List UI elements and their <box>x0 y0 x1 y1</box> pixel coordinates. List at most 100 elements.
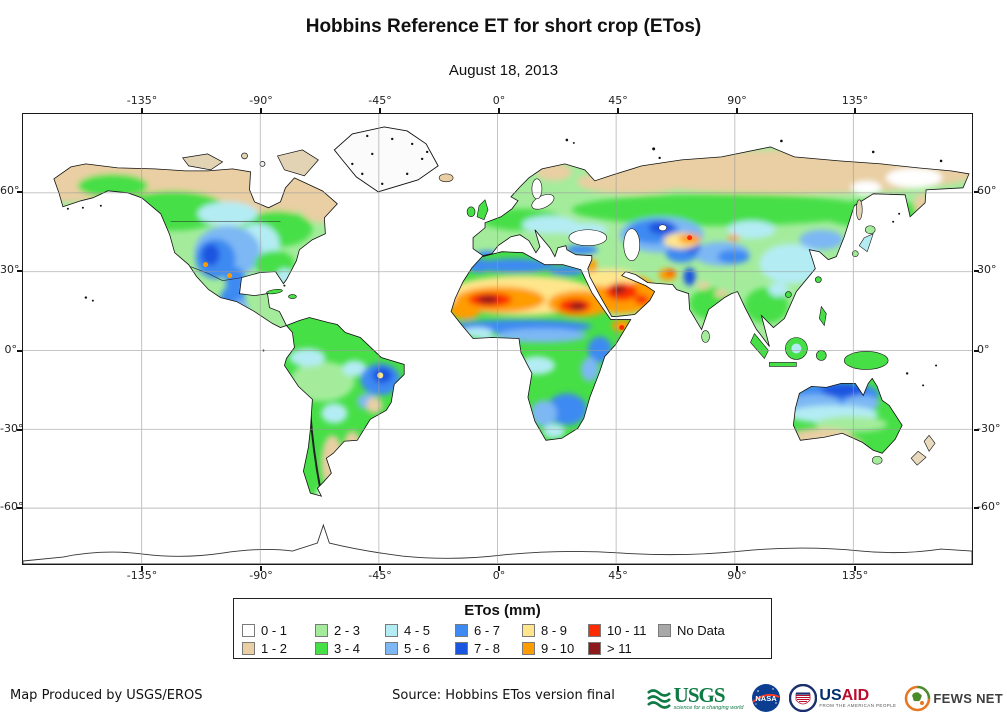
legend-column: 10 - 11 > 11 <box>588 621 647 657</box>
page-subtitle: August 18, 2013 <box>448 62 559 79</box>
y-tick-right <box>973 429 979 431</box>
x-tick-bottom <box>854 565 856 571</box>
x-tick-top <box>260 107 262 113</box>
nasa-meatball-icon: NASA <box>752 684 781 712</box>
legend-column: No Data <box>658 621 725 639</box>
y-tick-left <box>16 429 22 431</box>
page-title: Hobbins Reference ET for short crop (ETo… <box>305 16 702 37</box>
y-axis-label-left: -30° <box>0 422 24 435</box>
legend-label: 6 - 7 <box>474 622 501 638</box>
y-tick-left <box>16 270 22 272</box>
world-map <box>22 113 973 565</box>
usaid-seal-icon <box>789 684 818 712</box>
x-tick-top <box>141 107 143 113</box>
legend-swatch <box>455 641 468 655</box>
legend-swatch <box>315 623 328 637</box>
y-tick-left <box>16 350 22 352</box>
x-tick-bottom <box>260 565 262 571</box>
x-axis-label-top: -135° <box>126 94 158 107</box>
legend-column: 2 - 3 3 - 4 <box>315 621 360 657</box>
legend-column: 8 - 9 9 - 10 <box>522 621 574 657</box>
islands <box>66 138 943 466</box>
x-axis-label-bottom: -135° <box>126 569 158 582</box>
arctic-islands <box>182 149 319 177</box>
footer-produced-by: Map Produced by USGS/EROS <box>10 688 203 703</box>
usgs-wordmark: USGS <box>673 682 726 707</box>
x-axis-label-bottom: 0° <box>492 569 506 582</box>
x-tick-bottom <box>498 565 500 571</box>
y-tick-right <box>973 270 979 272</box>
legend-item: 2 - 3 <box>315 621 360 639</box>
y-axis-label-right: 60° <box>977 184 997 197</box>
y-axis-label-right: 0° <box>977 343 990 356</box>
legend-item: 8 - 9 <box>522 621 574 639</box>
svg-text:NASA: NASA <box>756 694 778 703</box>
x-axis-label-top: 0° <box>492 94 506 107</box>
usaid-wordmark: USAID <box>819 686 870 704</box>
legend-swatch <box>522 623 535 637</box>
fews-globe-icon <box>905 685 931 711</box>
y-tick-right <box>973 350 979 352</box>
x-axis-label-bottom: 45° <box>608 569 628 582</box>
legend-label: 3 - 4 <box>334 640 361 656</box>
legend-item: 3 - 4 <box>315 639 360 657</box>
legend-label: 7 - 8 <box>474 640 501 656</box>
x-tick-bottom <box>736 565 738 571</box>
x-axis-label-bottom: 135° <box>841 569 869 582</box>
legend-swatch <box>588 641 601 655</box>
legend-label: 0 - 1 <box>261 622 288 638</box>
x-axis-label-top: 135° <box>841 94 869 107</box>
y-tick-left <box>16 191 22 193</box>
x-tick-bottom <box>617 565 619 571</box>
x-tick-top <box>617 107 619 113</box>
legend-swatch <box>455 623 468 637</box>
legend-item: 10 - 11 <box>588 621 647 639</box>
legend-column: 0 - 1 1 - 2 <box>242 621 287 657</box>
usgs-logo: USGS science for a changing world <box>646 682 743 712</box>
legend: ETos (mm) 0 - 1 1 - 2 2 - 3 3 - 4 4 - 5 5 - 6… <box>233 598 772 659</box>
legend-swatch <box>522 641 535 655</box>
y-axis-label-left: 60° <box>0 184 20 197</box>
legend-label: 1 - 2 <box>261 640 288 656</box>
legend-label: 4 - 5 <box>404 622 431 638</box>
fews-wordmark: FEWS NET <box>933 690 1003 706</box>
legend-title: ETos (mm) <box>464 602 541 619</box>
y-axis-label-right: 30° <box>977 263 997 276</box>
legend-swatch <box>385 641 398 655</box>
y-axis-label-right: -60° <box>977 500 1001 513</box>
legend-item: 7 - 8 <box>455 639 500 657</box>
x-tick-top <box>736 107 738 113</box>
x-tick-bottom <box>141 565 143 571</box>
legend-item: 1 - 2 <box>242 639 287 657</box>
legend-item: No Data <box>658 621 725 639</box>
legend-column: 4 - 5 5 - 6 <box>385 621 430 657</box>
fews-net-logo: FEWS NET <box>904 685 1003 712</box>
y-axis-label-left: 30° <box>0 263 20 276</box>
usaid-logo: USAID FROM THE AMERICAN PEOPLE <box>789 684 896 712</box>
legend-item: 9 - 10 <box>522 639 574 657</box>
legend-label: 8 - 9 <box>541 622 568 638</box>
legend-column: 6 - 7 7 - 8 <box>455 621 500 657</box>
world-map-svg <box>23 114 972 564</box>
legend-item: > 11 <box>588 639 647 657</box>
x-tick-top <box>854 107 856 113</box>
legend-label: 5 - 6 <box>404 640 431 656</box>
legend-item: 6 - 7 <box>455 621 500 639</box>
legend-item: 0 - 1 <box>242 621 287 639</box>
legend-label: > 11 <box>607 640 632 656</box>
x-axis-label-bottom: -45° <box>368 569 392 582</box>
usgs-wave-icon <box>646 689 671 709</box>
nasa-logo: NASA <box>751 683 781 713</box>
continent-africa <box>450 251 632 441</box>
legend-swatch <box>242 623 255 637</box>
y-tick-left <box>16 507 22 509</box>
legend-label: 2 - 3 <box>334 622 361 638</box>
y-axis-label-left: 0° <box>4 343 18 356</box>
x-axis-label-bottom: -90° <box>249 569 273 582</box>
y-tick-right <box>973 507 979 509</box>
footer-source: Source: Hobbins ETos version final <box>392 688 615 703</box>
legend-swatch <box>242 641 255 655</box>
legend-item: 5 - 6 <box>385 639 430 657</box>
x-tick-top <box>379 107 381 113</box>
x-tick-bottom <box>379 565 381 571</box>
